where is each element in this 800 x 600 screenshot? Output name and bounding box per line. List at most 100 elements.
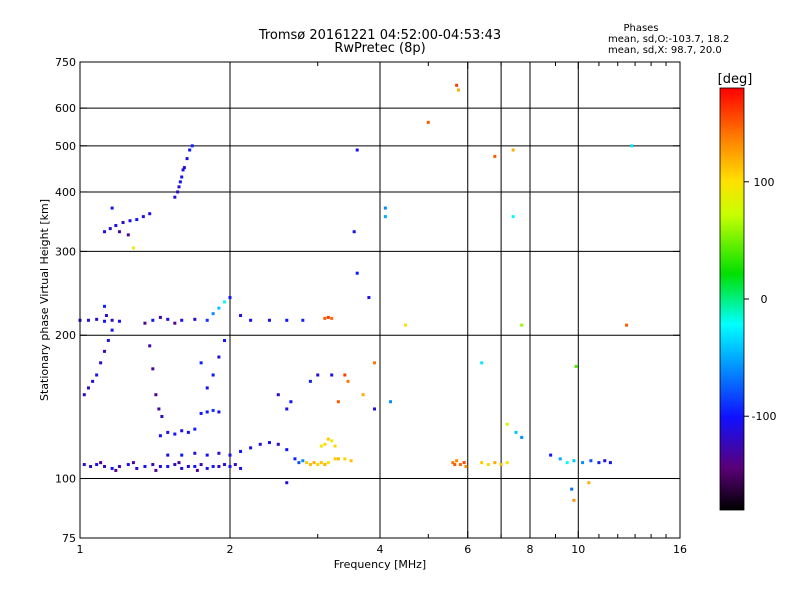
echo-point (217, 355, 221, 359)
echo-point (305, 461, 309, 465)
echo-point (297, 461, 301, 465)
echo-point (217, 451, 221, 455)
colorbar-tick-label: 0 (761, 293, 768, 306)
echo-point (511, 148, 515, 152)
echo-point (103, 349, 107, 353)
echo-point (323, 463, 327, 467)
echo-point (323, 316, 327, 320)
echo-point (308, 379, 312, 383)
echo-point (205, 410, 209, 414)
echo-point (135, 218, 139, 222)
echo-point (177, 461, 181, 465)
echo-point (114, 468, 118, 472)
echo-point (121, 221, 125, 225)
echo-point (106, 338, 110, 342)
echo-point (131, 246, 135, 250)
echo-point (316, 463, 320, 467)
echo-point (205, 453, 209, 457)
echo-point (581, 461, 585, 465)
echo-point (89, 464, 93, 468)
echo-point (173, 195, 177, 199)
echo-point (572, 498, 576, 502)
echo-point (166, 430, 170, 434)
echo-point (211, 373, 215, 377)
echo-point (276, 393, 280, 397)
echo-point (151, 367, 155, 371)
echo-point (343, 373, 347, 377)
echo-point (217, 410, 221, 414)
x-tick-label: 16 (673, 543, 687, 556)
echo-point (493, 461, 497, 465)
echo-point (285, 448, 289, 452)
echo-point (267, 318, 271, 322)
echo-point (148, 212, 152, 216)
echo-point (343, 457, 347, 461)
echo-point (211, 408, 215, 412)
echo-point (285, 318, 289, 322)
echo-point (180, 175, 184, 179)
echo-point (182, 166, 186, 170)
x-tick-label: 6 (464, 543, 471, 556)
echo-point (451, 461, 455, 465)
echo-point (223, 338, 227, 342)
echo-point (453, 463, 457, 467)
echo-point (352, 230, 356, 234)
echo-point (499, 463, 503, 467)
echo-point (373, 407, 377, 411)
echo-point (323, 442, 327, 446)
echo-point (211, 464, 215, 468)
y-tick-label: 100 (55, 473, 76, 486)
echo-point (114, 224, 118, 228)
echo-point (455, 459, 459, 463)
echo-point (505, 461, 509, 465)
x-tick-label: 8 (527, 543, 534, 556)
echo-point (336, 457, 340, 461)
echo-point (117, 230, 121, 234)
colorbar-label: [deg] (718, 72, 753, 87)
echo-point (135, 466, 139, 470)
echo-point (108, 227, 112, 231)
echo-point (333, 444, 337, 448)
echo-point (312, 461, 316, 465)
echo-point (154, 393, 158, 397)
echo-point (103, 464, 107, 468)
echo-point (193, 317, 197, 321)
echo-point (148, 344, 152, 348)
echo-point (486, 463, 490, 467)
echo-point (193, 464, 197, 468)
echo-point (188, 148, 192, 152)
echo-point (549, 453, 553, 457)
echo-point (110, 206, 114, 210)
echo-point (223, 300, 227, 304)
echo-point (333, 457, 337, 461)
echo-point (267, 441, 271, 445)
echo-point (103, 230, 107, 234)
echo-point (608, 461, 612, 465)
echo-point (558, 457, 562, 461)
echo-point (389, 400, 393, 404)
echo-point (180, 466, 184, 470)
echo-point (228, 464, 232, 468)
echo-point (205, 466, 209, 470)
phases-x-stats: mean, sd,X: 98.7, 20.0 (608, 45, 722, 56)
echo-point (589, 459, 593, 463)
echo-point (520, 323, 524, 327)
echo-point (158, 315, 162, 319)
x-axis-label: Frequency [MHz] (334, 558, 426, 571)
echo-point (185, 157, 189, 161)
echo-point (91, 379, 95, 383)
echo-point (228, 453, 232, 457)
echo-point (285, 481, 289, 485)
x-tick-label: 1 (77, 543, 84, 556)
echo-point (258, 442, 262, 446)
echo-point (330, 373, 334, 377)
echo-point (180, 318, 184, 322)
chart-subtitle: RwPretec (8p) (334, 41, 425, 56)
echo-points (78, 83, 634, 502)
echo-point (457, 88, 461, 92)
echo-point (228, 296, 232, 300)
echo-point (104, 314, 108, 318)
echo-point (95, 317, 99, 321)
echo-point (330, 316, 334, 320)
